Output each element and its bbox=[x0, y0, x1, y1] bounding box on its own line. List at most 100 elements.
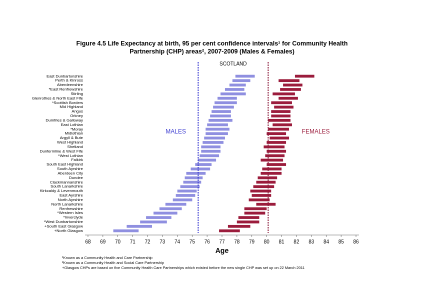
footnote: ²Known as a Community Health and Social … bbox=[62, 261, 164, 265]
range-bar bbox=[268, 118, 291, 122]
x-tick-label: 76 bbox=[204, 239, 210, 245]
category-label: *Scottish Borders bbox=[52, 100, 83, 105]
category-label: Kirkcaldy & Levenmouth bbox=[40, 188, 83, 193]
range-bar bbox=[266, 149, 287, 153]
x-tick-label: 86 bbox=[353, 239, 359, 245]
range-bar bbox=[210, 114, 231, 118]
reference-label: SCOTLAND bbox=[220, 61, 248, 67]
range-bar bbox=[238, 216, 260, 219]
category-label: East Lothian bbox=[61, 122, 83, 127]
category-label: *Inverclyde bbox=[63, 215, 84, 220]
series-label: FEMALES bbox=[302, 130, 330, 136]
footnote: ¹Known as a Community Health and Care Pa… bbox=[62, 256, 153, 260]
range-bar bbox=[205, 127, 230, 131]
range-bar bbox=[219, 229, 240, 233]
category-label: Argyll & Bute bbox=[60, 135, 84, 140]
category-label: *Moray bbox=[70, 126, 83, 131]
range-bar bbox=[180, 185, 200, 189]
range-bar bbox=[244, 207, 267, 211]
category-label: Dunfermline & West Fife bbox=[40, 148, 84, 153]
range-bar bbox=[198, 158, 217, 162]
range-bar bbox=[183, 180, 202, 184]
category-label: *Western Isles bbox=[57, 210, 83, 215]
category-label: East Dunbartonshire bbox=[47, 73, 84, 78]
x-tick-label: 71 bbox=[130, 239, 136, 245]
category-label: +North Glasgow bbox=[54, 228, 83, 233]
range-bar bbox=[271, 114, 291, 118]
range-bar bbox=[283, 83, 303, 87]
category-label: South Ayrshire bbox=[57, 166, 84, 171]
x-tick-label: 81 bbox=[279, 239, 285, 245]
range-bar bbox=[272, 92, 295, 96]
category-label: Falkirk bbox=[71, 157, 83, 162]
category-label: Dundee bbox=[69, 175, 84, 180]
range-bar bbox=[213, 105, 234, 109]
range-bar bbox=[208, 118, 233, 122]
category-label: South Lanarkshire bbox=[51, 184, 84, 189]
range-bar bbox=[126, 224, 153, 228]
range-bar bbox=[274, 105, 294, 109]
x-tick-label: 74 bbox=[175, 239, 181, 245]
category-label: Aberdeenshire bbox=[57, 82, 84, 87]
range-bar bbox=[205, 132, 228, 136]
range-bar bbox=[263, 145, 285, 149]
category-label: Glenrothes & North East Fife bbox=[32, 95, 84, 100]
x-tick-label: 82 bbox=[294, 239, 300, 245]
range-bar bbox=[224, 88, 245, 91]
range-bar bbox=[165, 202, 187, 206]
chart-subtitle: Partnership (CHP) areas², 2007-2009 (Mal… bbox=[130, 49, 295, 56]
x-tick-label: 79 bbox=[249, 239, 255, 245]
category-label: East Ayrshire bbox=[60, 193, 84, 198]
range-bar bbox=[177, 189, 197, 193]
category-label: Aberdeen City bbox=[58, 170, 83, 175]
category-label: Dumfries & Galloway bbox=[46, 117, 83, 122]
range-bar bbox=[271, 101, 292, 105]
range-bar bbox=[172, 198, 193, 202]
category-label: West Highland bbox=[57, 140, 83, 145]
x-tick-label: 72 bbox=[145, 239, 151, 245]
range-bar bbox=[199, 154, 220, 158]
range-bar bbox=[256, 180, 276, 184]
category-label: *East Renfrewshire bbox=[49, 87, 84, 92]
category-label: Renfrewshire bbox=[59, 206, 83, 211]
range-bar bbox=[201, 149, 221, 153]
range-bar bbox=[251, 194, 272, 197]
range-bar bbox=[269, 136, 290, 140]
range-bar bbox=[204, 136, 225, 140]
range-bar bbox=[195, 163, 212, 166]
range-bar bbox=[227, 224, 251, 228]
x-tick-label: 84 bbox=[323, 239, 329, 245]
x-axis-label: Age bbox=[215, 248, 228, 255]
range-bar bbox=[153, 211, 178, 215]
range-bar bbox=[280, 88, 301, 91]
footnote: +Glasgow CHPs are based on five Communit… bbox=[62, 266, 305, 270]
range-bar bbox=[202, 141, 224, 144]
range-bar bbox=[268, 127, 290, 131]
x-tick-label: 73 bbox=[160, 239, 166, 245]
range-bar bbox=[140, 220, 167, 224]
range-bar bbox=[266, 141, 287, 144]
range-bar bbox=[190, 167, 211, 171]
range-bar bbox=[159, 207, 182, 211]
category-label: Midlothian bbox=[65, 131, 83, 136]
category-label: Stirling bbox=[71, 91, 83, 96]
range-bar bbox=[248, 198, 270, 202]
x-tick-label: 78 bbox=[234, 239, 240, 245]
range-bar bbox=[265, 154, 285, 158]
category-label: Shetland bbox=[67, 144, 83, 149]
x-tick-label: 77 bbox=[219, 239, 225, 245]
category-label: North Ayrshire bbox=[58, 197, 84, 202]
category-label: Orkney bbox=[70, 113, 83, 118]
range-bar bbox=[232, 79, 251, 83]
range-bar bbox=[175, 194, 196, 197]
range-bar bbox=[250, 189, 272, 193]
category-label: Mid Highland bbox=[60, 104, 83, 109]
range-bar bbox=[207, 123, 228, 127]
range-bar bbox=[260, 171, 282, 175]
x-tick-label: 69 bbox=[100, 239, 106, 245]
range-bar bbox=[113, 229, 139, 233]
category-label: North Lanarkshire bbox=[51, 201, 84, 206]
chart-title: Figure 4.5 Life Expectancy at birth, 95 … bbox=[76, 41, 348, 48]
category-label: *West Lothian bbox=[58, 153, 83, 158]
